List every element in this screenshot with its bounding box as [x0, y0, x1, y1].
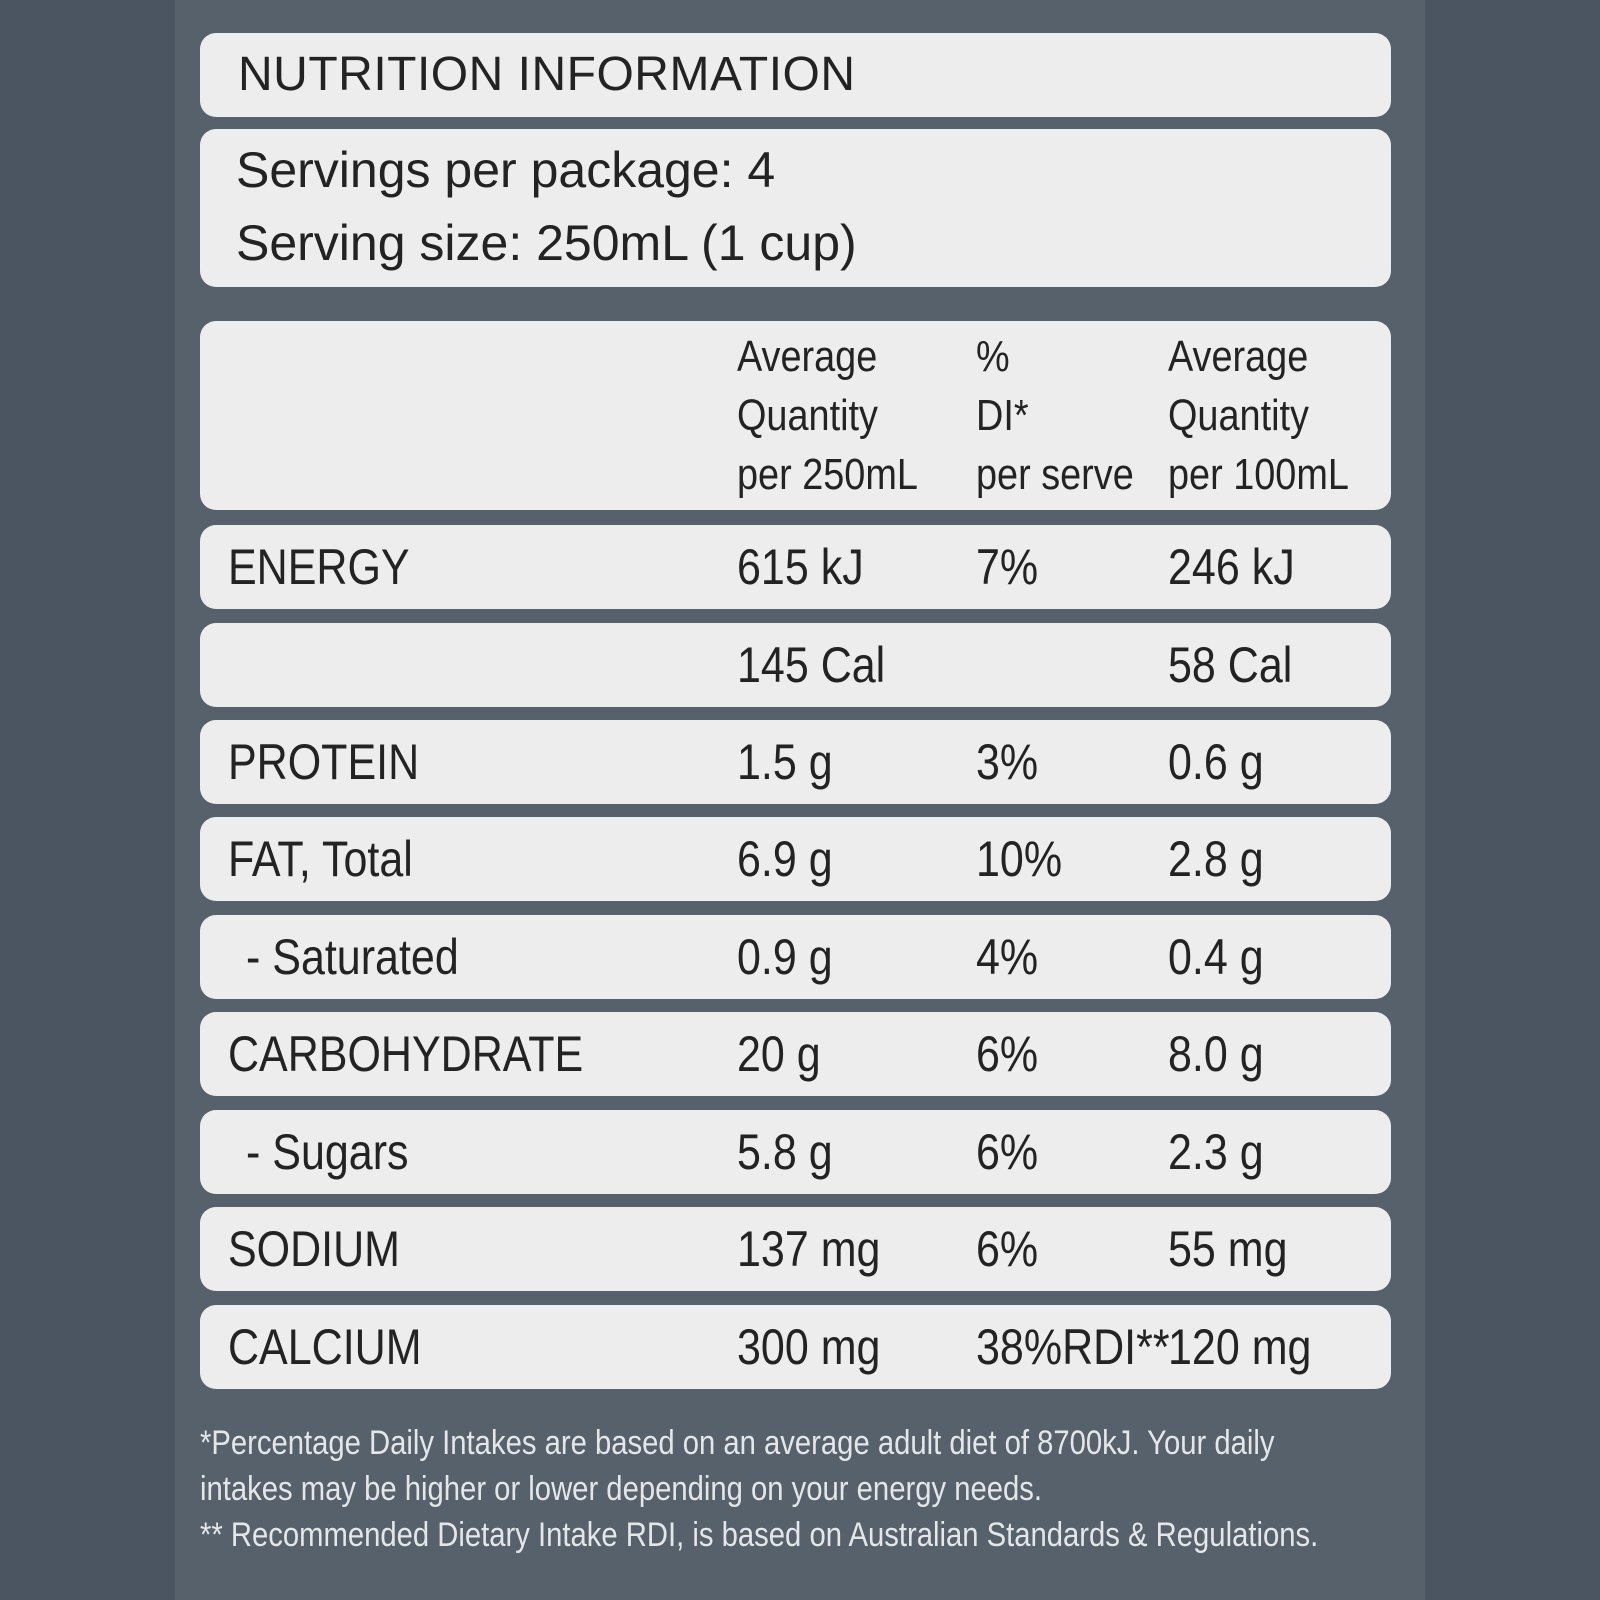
- serving-size: Serving size: 250mL (1 cup): [236, 215, 857, 271]
- header-per-100-line: Average: [1168, 332, 1309, 381]
- quantity-per-serve: 6.9 g: [737, 831, 833, 887]
- quantity-per-serve: 145 Cal: [737, 637, 886, 693]
- quantity-per-100ml: 246 kJ: [1168, 539, 1295, 595]
- page-title: NUTRITION INFORMATION: [238, 48, 856, 101]
- quantity-per-100ml: 55 mg: [1168, 1221, 1288, 1277]
- header-per-100-line: per 100mL: [1168, 450, 1349, 499]
- quantity-per-100ml: 8.0 g: [1168, 1026, 1264, 1082]
- header-per-serve: Average Quantity per 250mL: [737, 327, 918, 504]
- title-box: NUTRITION INFORMATION: [200, 33, 1391, 117]
- table-row: CARBOHYDRATE 20 g 6% 8.0 g: [200, 1012, 1391, 1096]
- quantity-per-serve: 0.9 g: [737, 929, 833, 985]
- footnote-daily-intake: *Percentage Daily Intakes are based on a…: [200, 1424, 1275, 1462]
- header-per-100: Average Quantity per 100mL: [1168, 327, 1349, 504]
- table-row: - Saturated 0.9 g 4% 0.4 g: [200, 915, 1391, 999]
- table-row: SODIUM 137 mg 6% 55 mg: [200, 1207, 1391, 1291]
- quantity-per-100ml: 58 Cal: [1168, 637, 1293, 693]
- daily-intake-percent: 7%: [976, 539, 1039, 595]
- header-daily-intake: % DI* per serve: [976, 327, 1134, 504]
- servings-per-package: Servings per package: 4: [236, 142, 776, 198]
- table-row: CALCIUM 300 mg 38%RDI** 120 mg: [200, 1305, 1391, 1389]
- header-per-100-line: Quantity: [1168, 391, 1309, 440]
- nutrient-name: PROTEIN: [228, 734, 420, 790]
- quantity-per-100ml: 0.4 g: [1168, 929, 1264, 985]
- daily-intake-percent: 6%: [976, 1124, 1039, 1180]
- nutrient-name: - Sugars: [246, 1124, 409, 1180]
- table-row: FAT, Total 6.9 g 10% 2.8 g: [200, 817, 1391, 901]
- nutrient-name: FAT, Total: [228, 831, 413, 887]
- daily-intake-percent: 6%: [976, 1026, 1039, 1082]
- daily-intake-percent: 3%: [976, 734, 1039, 790]
- header-per-serve-line: per 250mL: [737, 450, 918, 499]
- table-row: 145 Cal 58 Cal: [200, 623, 1391, 707]
- table-header: Average Quantity per 250mL % DI* per ser…: [200, 321, 1391, 510]
- header-di-line: %: [976, 332, 1010, 381]
- quantity-per-serve: 5.8 g: [737, 1124, 833, 1180]
- header-di-line: per serve: [976, 450, 1134, 499]
- header-per-serve-line: Average: [737, 332, 878, 381]
- quantity-per-serve: 137 mg: [737, 1221, 881, 1277]
- footnote-rdi: ** Recommended Dietary Intake RDI, is ba…: [200, 1516, 1319, 1554]
- daily-intake-percent: 38%RDI**: [976, 1319, 1170, 1375]
- header-per-serve-line: Quantity: [737, 391, 878, 440]
- table-row: - Sugars 5.8 g 6% 2.3 g: [200, 1110, 1391, 1194]
- daily-intake-percent: 4%: [976, 929, 1039, 985]
- quantity-per-100ml: 2.3 g: [1168, 1124, 1264, 1180]
- nutrient-name: SODIUM: [228, 1221, 400, 1277]
- quantity-per-100ml: 2.8 g: [1168, 831, 1264, 887]
- quantity-per-serve: 300 mg: [737, 1319, 881, 1375]
- daily-intake-percent: 10%: [976, 831, 1063, 887]
- nutrient-name: CARBOHYDRATE: [228, 1026, 584, 1082]
- nutrient-name: ENERGY: [228, 539, 410, 595]
- nutrient-name: CALCIUM: [228, 1319, 422, 1375]
- quantity-per-100ml: 120 mg: [1168, 1319, 1312, 1375]
- quantity-per-serve: 1.5 g: [737, 734, 833, 790]
- table-row: PROTEIN 1.5 g 3% 0.6 g: [200, 720, 1391, 804]
- header-di-line: DI*: [976, 391, 1029, 440]
- quantity-per-100ml: 0.6 g: [1168, 734, 1264, 790]
- table-row: ENERGY 615 kJ 7% 246 kJ: [200, 525, 1391, 609]
- nutrient-name: - Saturated: [246, 929, 459, 985]
- daily-intake-percent: 6%: [976, 1221, 1039, 1277]
- serving-info-box: Servings per package: 4 Serving size: 25…: [200, 129, 1391, 287]
- footnote-daily-intake-cont: intakes may be higher or lower depending…: [200, 1470, 1042, 1508]
- quantity-per-serve: 615 kJ: [737, 539, 864, 595]
- quantity-per-serve: 20 g: [737, 1026, 821, 1082]
